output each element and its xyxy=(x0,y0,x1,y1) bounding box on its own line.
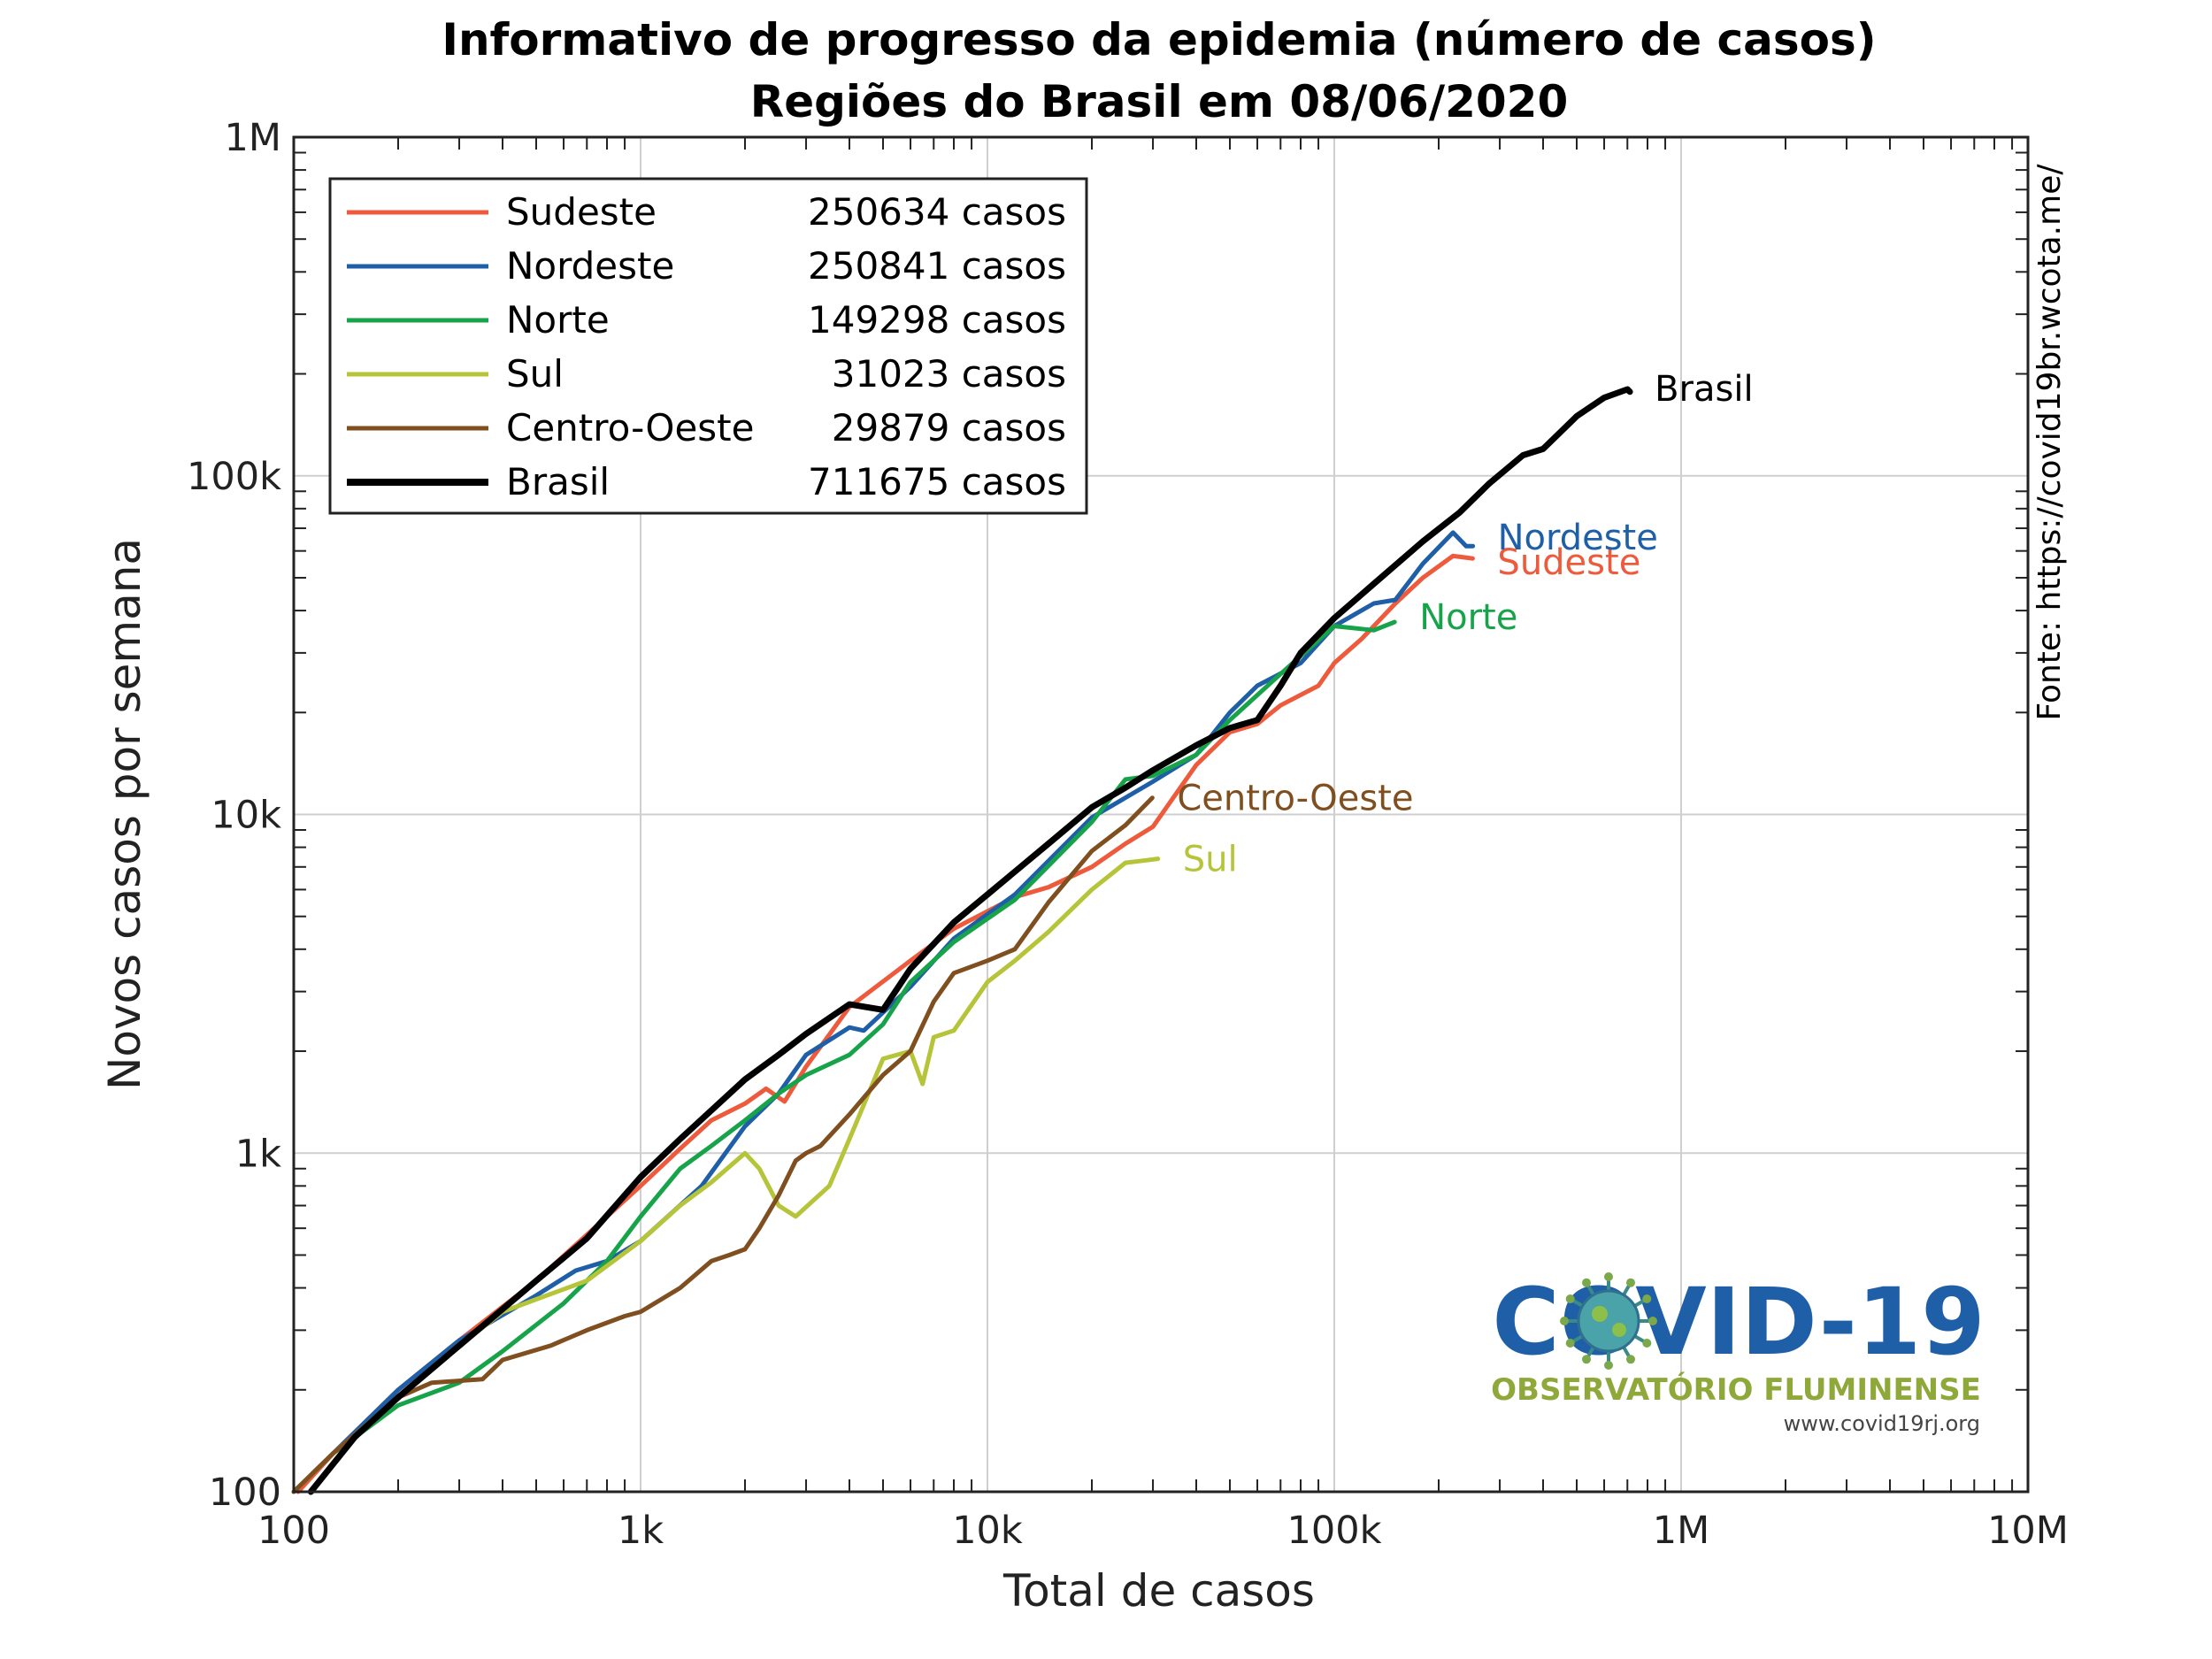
y-tick-label: 1k xyxy=(235,1132,281,1176)
series-line-sul xyxy=(291,856,1161,1494)
logo-url: www.covid19rj.org xyxy=(1784,1411,1980,1436)
legend-entry-cases: 29879 casos xyxy=(832,406,1066,449)
x-tick-label: 1k xyxy=(618,1509,664,1553)
legend: Sudeste 250634 casos Nordeste 250841 casos N… xyxy=(328,177,1088,515)
x-tick-label: 100 xyxy=(257,1509,330,1553)
x-tick-label: 100k xyxy=(1287,1509,1382,1553)
series-line-brasil xyxy=(307,386,1633,1495)
legend-entry-name: Brasil xyxy=(506,460,610,503)
y-axis-label: Novos casos por semana xyxy=(99,538,150,1090)
y-tick-label: 100 xyxy=(209,1471,281,1515)
legend-entry-name: Nordeste xyxy=(506,244,674,288)
plot-frame xyxy=(292,135,2030,1494)
legend-entry-name: Norte xyxy=(506,298,610,342)
x-tick-label: 10k xyxy=(952,1509,1023,1553)
x-axis-label: Total de casos xyxy=(1002,1565,1315,1617)
end-label-centro-oeste: Centro-Oeste xyxy=(1177,779,1413,819)
source-note: Fonte: https://covid19br.wcota.me/ xyxy=(2032,164,2068,721)
end-label-sul: Sul xyxy=(1183,840,1238,880)
x-tick-label: 10M xyxy=(1987,1509,2069,1553)
end-label-brasil: Brasil xyxy=(1655,369,1753,410)
virus-icon xyxy=(1560,1272,1657,1370)
x-tick-labels: 100 1k 10k 100k 1M 10M xyxy=(257,1509,2069,1553)
end-label-norte: Norte xyxy=(1419,597,1517,638)
y-tick-label: 10k xyxy=(211,794,281,838)
legend-entry-cases: 250634 casos xyxy=(808,190,1066,234)
y-tick-label: 1M xyxy=(225,116,281,160)
x-tick-label: 1M xyxy=(1653,1509,1709,1553)
end-label-sudeste: Sudeste xyxy=(1497,542,1640,583)
y-tick-label: 100k xyxy=(187,455,281,499)
legend-entry-cases: 149298 casos xyxy=(808,298,1066,342)
legend-entry-cases: 711675 casos xyxy=(808,460,1066,503)
logo-subtitle: OBSERVATÓRIO FLUMINENSE xyxy=(1491,1371,1981,1408)
legend-entry-name: Centro-Oeste xyxy=(506,406,755,449)
legend-entry-cases: 31023 casos xyxy=(832,352,1066,396)
series-line-centro-oeste xyxy=(291,795,1155,1494)
legend-box xyxy=(328,177,1088,515)
chart-subtitle: Regiões do Brasil em 08/06/2020 xyxy=(750,76,1569,127)
series-lines xyxy=(291,386,1633,1495)
chart-title: Informativo de progresso da epidemia (nú… xyxy=(442,14,1876,65)
end-label-nordeste: Nordeste xyxy=(1498,518,1658,558)
legend-entry-cases: 250841 casos xyxy=(808,244,1066,288)
legend-entry-name: Sul xyxy=(506,352,564,396)
covid-logo: COVID-19 OBSERVATÓRIO FLUMINENSE www.cov… xyxy=(1491,1268,1985,1436)
minor-ticks xyxy=(294,137,2028,1492)
legend-entry-name: Sudeste xyxy=(506,190,657,234)
y-tick-labels: 100 1k 10k 100k 1M xyxy=(187,116,281,1515)
